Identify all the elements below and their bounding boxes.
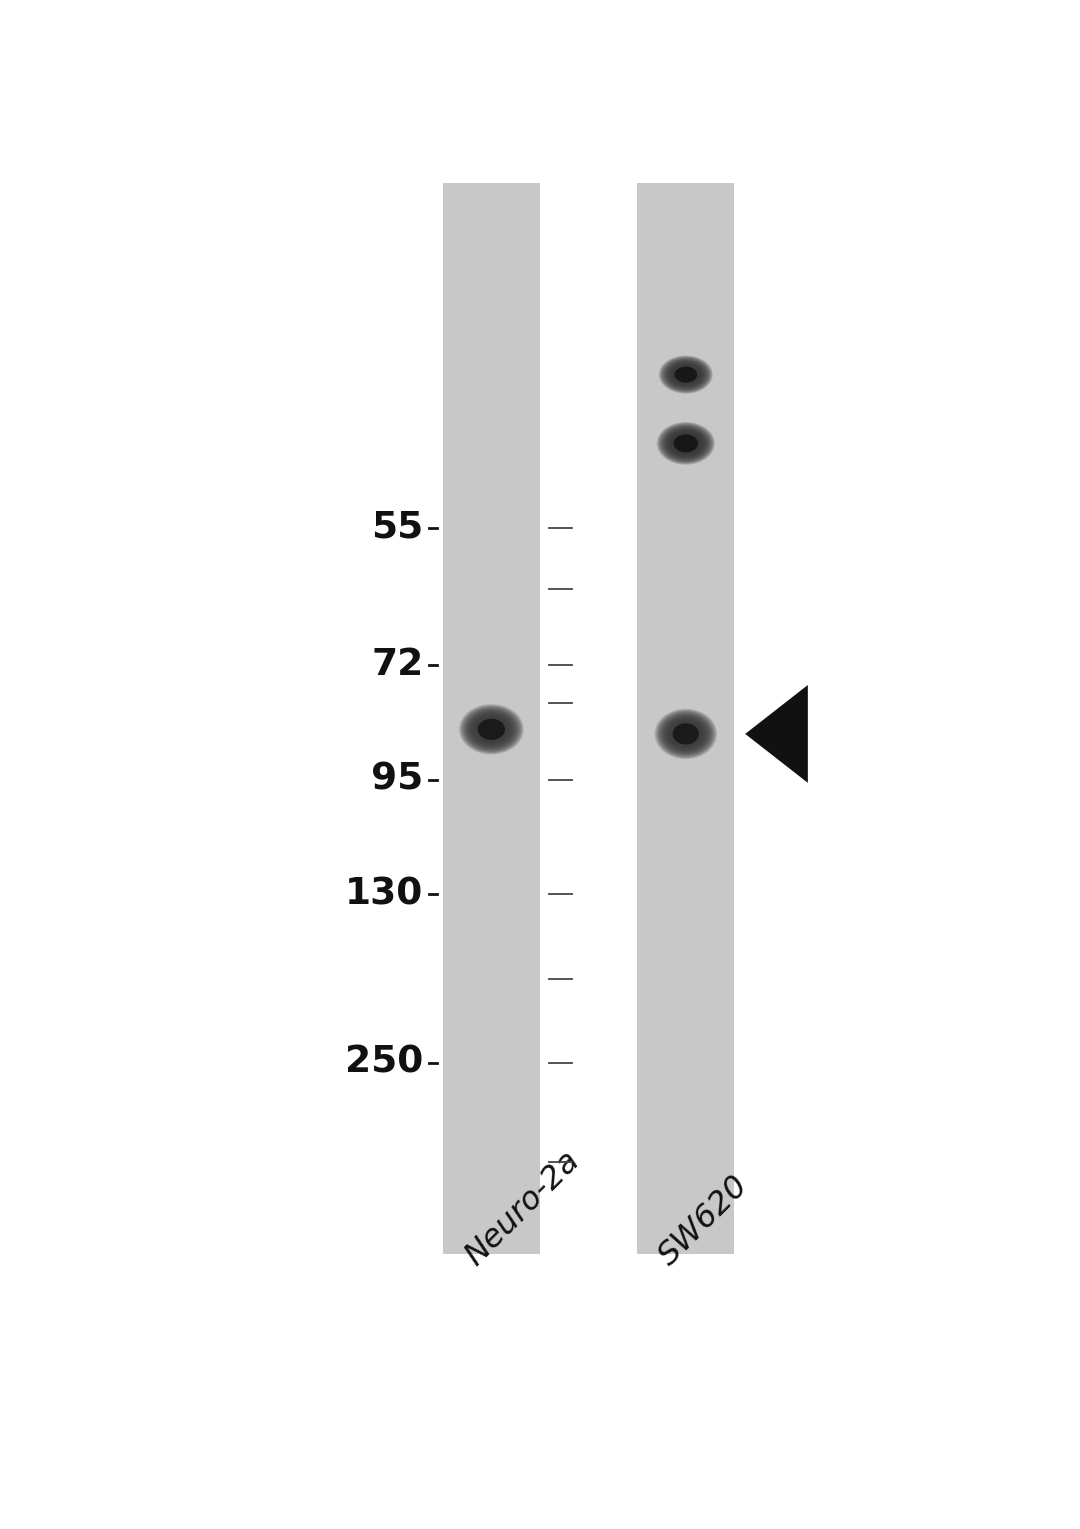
Ellipse shape [464, 708, 518, 751]
Ellipse shape [460, 705, 523, 754]
Ellipse shape [664, 716, 707, 752]
Ellipse shape [665, 359, 706, 390]
Ellipse shape [661, 714, 711, 754]
Text: 95: 95 [372, 761, 423, 798]
Ellipse shape [665, 361, 706, 388]
Ellipse shape [463, 708, 519, 751]
Ellipse shape [665, 428, 706, 459]
Ellipse shape [674, 367, 698, 382]
Ellipse shape [657, 709, 715, 758]
Bar [637, 183, 734, 1254]
Ellipse shape [656, 709, 716, 758]
Ellipse shape [657, 422, 715, 465]
Ellipse shape [654, 708, 717, 758]
Ellipse shape [469, 711, 514, 748]
Ellipse shape [657, 711, 715, 757]
Ellipse shape [661, 425, 711, 462]
Polygon shape [745, 685, 808, 783]
Text: 72: 72 [372, 647, 423, 683]
Ellipse shape [660, 356, 712, 393]
Text: 130: 130 [346, 876, 423, 913]
Ellipse shape [660, 713, 712, 755]
Ellipse shape [660, 356, 712, 393]
Ellipse shape [661, 714, 711, 754]
Ellipse shape [659, 713, 713, 755]
Ellipse shape [673, 723, 699, 745]
Ellipse shape [658, 424, 714, 463]
Ellipse shape [663, 427, 708, 460]
Ellipse shape [468, 711, 515, 748]
Ellipse shape [661, 358, 711, 391]
Text: 250: 250 [346, 1044, 423, 1081]
Ellipse shape [667, 361, 704, 388]
Ellipse shape [659, 356, 713, 393]
Ellipse shape [661, 425, 711, 462]
Ellipse shape [664, 428, 707, 459]
Text: Neuro-2a: Neuro-2a [459, 1145, 585, 1272]
Ellipse shape [465, 709, 517, 749]
Ellipse shape [467, 709, 516, 749]
Ellipse shape [674, 434, 698, 453]
Ellipse shape [666, 361, 705, 388]
Ellipse shape [659, 424, 713, 463]
Ellipse shape [462, 706, 521, 752]
Text: SW620: SW620 [653, 1170, 755, 1272]
Ellipse shape [459, 703, 524, 754]
Ellipse shape [658, 711, 714, 757]
Text: 55: 55 [372, 509, 423, 546]
Ellipse shape [662, 427, 710, 460]
Ellipse shape [477, 719, 505, 740]
Bar [443, 183, 540, 1254]
Ellipse shape [663, 716, 708, 752]
Ellipse shape [664, 427, 707, 460]
Ellipse shape [467, 711, 516, 748]
Ellipse shape [662, 358, 710, 391]
Ellipse shape [461, 706, 522, 752]
Ellipse shape [660, 425, 712, 462]
Ellipse shape [662, 716, 710, 752]
Ellipse shape [662, 358, 710, 391]
Ellipse shape [663, 359, 708, 390]
Ellipse shape [664, 359, 707, 390]
Ellipse shape [461, 705, 522, 754]
Ellipse shape [658, 422, 714, 465]
